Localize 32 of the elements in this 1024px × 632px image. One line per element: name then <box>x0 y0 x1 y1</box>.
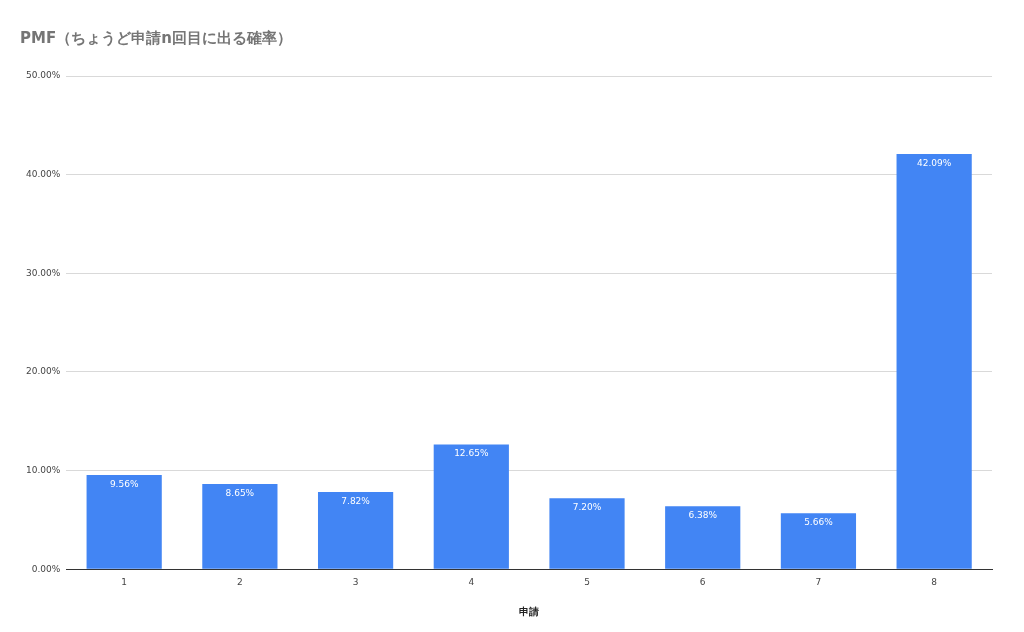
bar <box>317 492 394 569</box>
bar <box>780 513 857 569</box>
y-tick-label: 40.00% <box>25 168 61 179</box>
x-tick-label: 2 <box>237 576 243 587</box>
y-tick-label: 30.00% <box>25 267 61 278</box>
x-tick-label: 1 <box>121 576 128 587</box>
x-tick-label: 6 <box>699 576 706 587</box>
data-label: 9.56% <box>109 478 139 489</box>
y-tick-label: 50.00% <box>25 70 61 81</box>
data-label: 6.38% <box>688 510 718 521</box>
x-tick-label: 4 <box>468 576 475 587</box>
y-tick-label: 20.00% <box>25 366 61 377</box>
data-label: 12.65% <box>454 448 489 459</box>
bar <box>202 483 278 569</box>
chart-title: PMF（ちょうど申請n回目に出る確率） <box>20 28 292 47</box>
y-tick-label: 0.00% <box>31 563 61 574</box>
data-label: 7.82% <box>341 495 371 506</box>
x-axis-title: 申請 <box>519 605 540 617</box>
x-tick-label: 8 <box>931 576 938 587</box>
data-label: 42.09% <box>916 157 952 168</box>
bar <box>665 506 741 569</box>
x-tick-label: 7 <box>815 576 822 587</box>
y-tick-label: 10.00% <box>25 464 61 475</box>
x-tick-label: 5 <box>584 576 590 587</box>
data-label: 7.20% <box>572 502 602 513</box>
x-tick-label: 3 <box>352 576 359 587</box>
data-label: 5.66% <box>804 517 834 528</box>
bar <box>86 474 162 569</box>
bar <box>433 444 509 569</box>
bar <box>549 498 625 569</box>
data-label: 8.65% <box>225 487 255 498</box>
bar <box>896 154 972 569</box>
